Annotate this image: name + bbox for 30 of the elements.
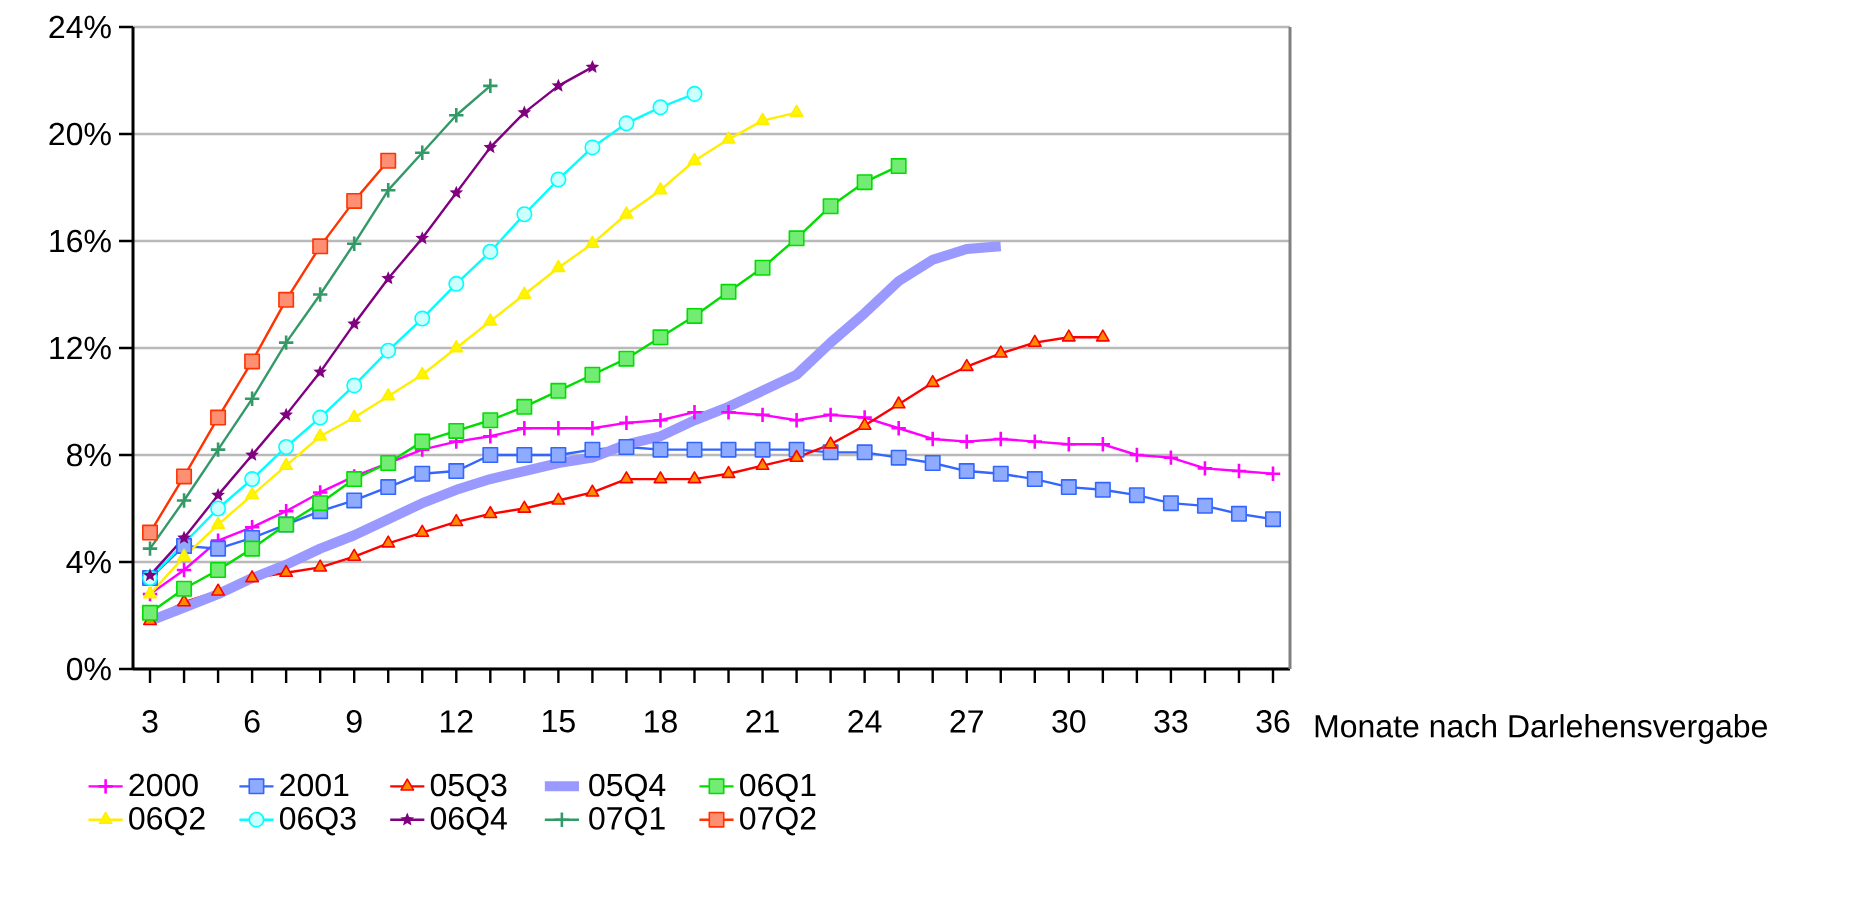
legend-label: 06Q3 — [279, 807, 356, 836]
x-tick-label: 12 — [440, 710, 473, 733]
x-tick-label: 9 — [346, 710, 362, 733]
y-tick-label: 0% — [66, 657, 111, 681]
y-tick-label: 16% — [50, 229, 111, 253]
x-tick-label: 36 — [1256, 710, 1290, 733]
x-axis-title: Monate nach Darlehensvergabe — [1315, 714, 1767, 744]
x-tick-label: 30 — [1052, 710, 1086, 733]
legend-label: 05Q3 — [430, 773, 507, 803]
x-tick-label: 3 — [142, 710, 158, 733]
x-tick-label: 33 — [1154, 710, 1188, 733]
legend-label: 05Q4 — [589, 773, 666, 803]
x-tick-label: 21 — [746, 710, 779, 733]
legend-label: 2000 — [129, 773, 198, 797]
x-tick-label: 24 — [848, 710, 882, 733]
legend-label: 06Q1 — [740, 773, 816, 803]
y-tick-label: 20% — [49, 122, 111, 146]
legend-label: 06Q2 — [129, 807, 205, 836]
x-tick-label: 15 — [543, 710, 575, 733]
y-tick-label: 12% — [50, 336, 111, 360]
x-tick-label: 6 — [244, 710, 260, 733]
y-tick-label: 24% — [49, 15, 111, 39]
x-tick-label: 27 — [950, 710, 983, 733]
legend-label: 07Q1 — [589, 807, 665, 836]
legend-label: 2001 — [280, 773, 349, 797]
y-tick-label: 8% — [67, 443, 111, 467]
legend-label: 07Q2 — [740, 807, 816, 836]
y-tick-label: 4% — [66, 550, 111, 574]
legend-label: 06Q4 — [430, 807, 507, 836]
x-tick-label: 18 — [645, 710, 677, 733]
